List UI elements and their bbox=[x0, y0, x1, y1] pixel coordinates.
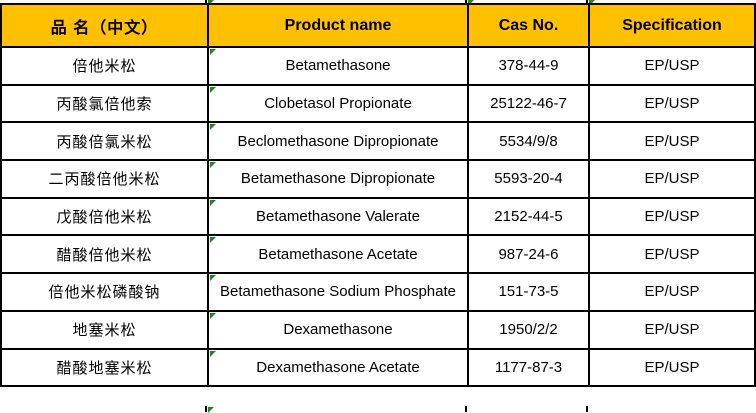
cell-cas-no[interactable]: 2152-44-5 bbox=[467, 196, 590, 237]
error-indicator-icon bbox=[210, 275, 216, 282]
product-name-text: Beclomethasone Dipropionate bbox=[237, 132, 439, 150]
cell-specification[interactable]: EP/USP bbox=[588, 46, 756, 86]
gridline-stub bbox=[465, 0, 467, 3]
cell-specification[interactable]: EP/USP bbox=[588, 196, 756, 237]
header-cell-chinese-name[interactable]: 品 名（中文） bbox=[0, 3, 209, 48]
cell-cas-no[interactable]: 25122-46-7 bbox=[467, 83, 590, 124]
cell-chinese-name[interactable]: 醋酸地塞米松 bbox=[0, 347, 209, 388]
cell-product-name[interactable]: Beclomethasone Dipropionate bbox=[207, 121, 469, 162]
table-header-row: 品 名（中文） Product name Cas No. Specificati… bbox=[0, 3, 756, 48]
error-indicator-icon bbox=[208, 407, 214, 413]
header-cell-specification[interactable]: Specification bbox=[588, 3, 756, 48]
product-name-text: Betamethasone Acetate bbox=[258, 245, 418, 263]
product-name-text: Betamethasone bbox=[285, 57, 391, 75]
error-indicator-icon bbox=[210, 312, 216, 319]
cell-product-name[interactable]: Betamethasone Valerate bbox=[207, 196, 469, 237]
table-row: 丙酸倍氯米松 Beclomethasone Dipropionate 5534/… bbox=[0, 121, 756, 162]
cell-product-name[interactable]: Clobetasol Propionate bbox=[207, 83, 469, 124]
cell-chinese-name[interactable]: 丙酸氯倍他索 bbox=[0, 83, 209, 124]
error-indicator-icon bbox=[210, 49, 216, 55]
cell-chinese-name[interactable]: 倍他米松 bbox=[0, 46, 209, 86]
cell-cas-no[interactable]: 987-24-6 bbox=[467, 234, 590, 275]
table-row: 戊酸倍他米松 Betamethasone Valerate 2152-44-5 … bbox=[0, 196, 756, 237]
gridline-stub bbox=[586, 406, 588, 412]
cell-chinese-name[interactable]: 二丙酸倍他米松 bbox=[0, 159, 209, 199]
table-row: 醋酸地塞米松 Dexamethasone Acetate 1177-87-3 E… bbox=[0, 347, 756, 388]
table-row: 倍他米松 Betamethasone 378-44-9 EP/USP bbox=[0, 46, 756, 86]
cell-specification[interactable]: EP/USP bbox=[588, 347, 756, 388]
product-name-text: Betamethasone Sodium Phosphate bbox=[220, 283, 456, 301]
cell-chinese-name[interactable]: 地塞米松 bbox=[0, 309, 209, 350]
table-row: 醋酸倍他米松 Betamethasone Acetate 987-24-6 EP… bbox=[0, 234, 756, 275]
error-indicator-icon bbox=[210, 86, 216, 93]
error-indicator-icon bbox=[589, 0, 595, 6]
cell-cas-no[interactable]: 378-44-9 bbox=[467, 46, 590, 86]
error-indicator-icon bbox=[208, 0, 214, 6]
cell-specification[interactable]: EP/USP bbox=[588, 159, 756, 199]
table-row: 二丙酸倍他米松 Betamethasone Dipropionate 5593-… bbox=[0, 159, 756, 199]
cell-chinese-name[interactable]: 戊酸倍他米松 bbox=[0, 196, 209, 237]
cell-specification[interactable]: EP/USP bbox=[588, 234, 756, 275]
product-name-text: Clobetasol Propionate bbox=[264, 95, 412, 113]
error-indicator-icon bbox=[210, 350, 216, 357]
cell-chinese-name[interactable]: 倍他米松磷酸钠 bbox=[0, 272, 209, 312]
product-name-text: Dexamethasone bbox=[283, 321, 393, 339]
cell-product-name[interactable]: Betamethasone Acetate bbox=[207, 234, 469, 275]
cell-cas-no[interactable]: 5534/9/8 bbox=[467, 121, 590, 162]
cell-product-name[interactable]: Betamethasone Sodium Phosphate bbox=[207, 272, 469, 312]
product-name-text: Betamethasone Valerate bbox=[256, 208, 420, 226]
error-indicator-icon bbox=[468, 0, 474, 6]
cell-specification[interactable]: EP/USP bbox=[588, 309, 756, 350]
product-table: 品 名（中文） Product name Cas No. Specificati… bbox=[0, 3, 756, 388]
gridline-stub bbox=[205, 406, 207, 412]
cell-product-name[interactable]: Dexamethasone Acetate bbox=[207, 347, 469, 388]
error-indicator-icon bbox=[210, 162, 216, 169]
cell-product-name[interactable]: Dexamethasone bbox=[207, 309, 469, 350]
cell-product-name[interactable]: Betamethasone Dipropionate bbox=[207, 159, 469, 199]
cell-product-name[interactable]: Betamethasone bbox=[207, 46, 469, 86]
product-name-text: Betamethasone Dipropionate bbox=[240, 170, 436, 188]
cell-chinese-name[interactable]: 醋酸倍他米松 bbox=[0, 234, 209, 275]
cell-cas-no[interactable]: 1950/2/2 bbox=[467, 309, 590, 350]
header-cell-cas-no[interactable]: Cas No. bbox=[467, 3, 590, 48]
cell-cas-no[interactable]: 151-73-5 bbox=[467, 272, 590, 312]
cell-specification[interactable]: EP/USP bbox=[588, 83, 756, 124]
cell-cas-no[interactable]: 5593-20-4 bbox=[467, 159, 590, 199]
table-row: 丙酸氯倍他索 Clobetasol Propionate 25122-46-7 … bbox=[0, 83, 756, 124]
header-cell-product-name[interactable]: Product name bbox=[207, 3, 469, 48]
error-indicator-icon bbox=[210, 199, 216, 206]
cell-specification[interactable]: EP/USP bbox=[588, 121, 756, 162]
product-name-text: Dexamethasone Acetate bbox=[256, 358, 420, 376]
cell-cas-no[interactable]: 1177-87-3 bbox=[467, 347, 590, 388]
gridline-stub bbox=[205, 0, 207, 3]
table-row: 地塞米松 Dexamethasone 1950/2/2 EP/USP bbox=[0, 309, 756, 350]
cell-chinese-name[interactable]: 丙酸倍氯米松 bbox=[0, 121, 209, 162]
cell-specification[interactable]: EP/USP bbox=[588, 272, 756, 312]
error-indicator-icon bbox=[210, 237, 216, 244]
gridline-stub bbox=[586, 0, 588, 3]
error-indicator-icon bbox=[210, 124, 216, 131]
table-row: 倍他米松磷酸钠 Betamethasone Sodium Phosphate 1… bbox=[0, 272, 756, 312]
gridline-stub bbox=[465, 406, 467, 412]
